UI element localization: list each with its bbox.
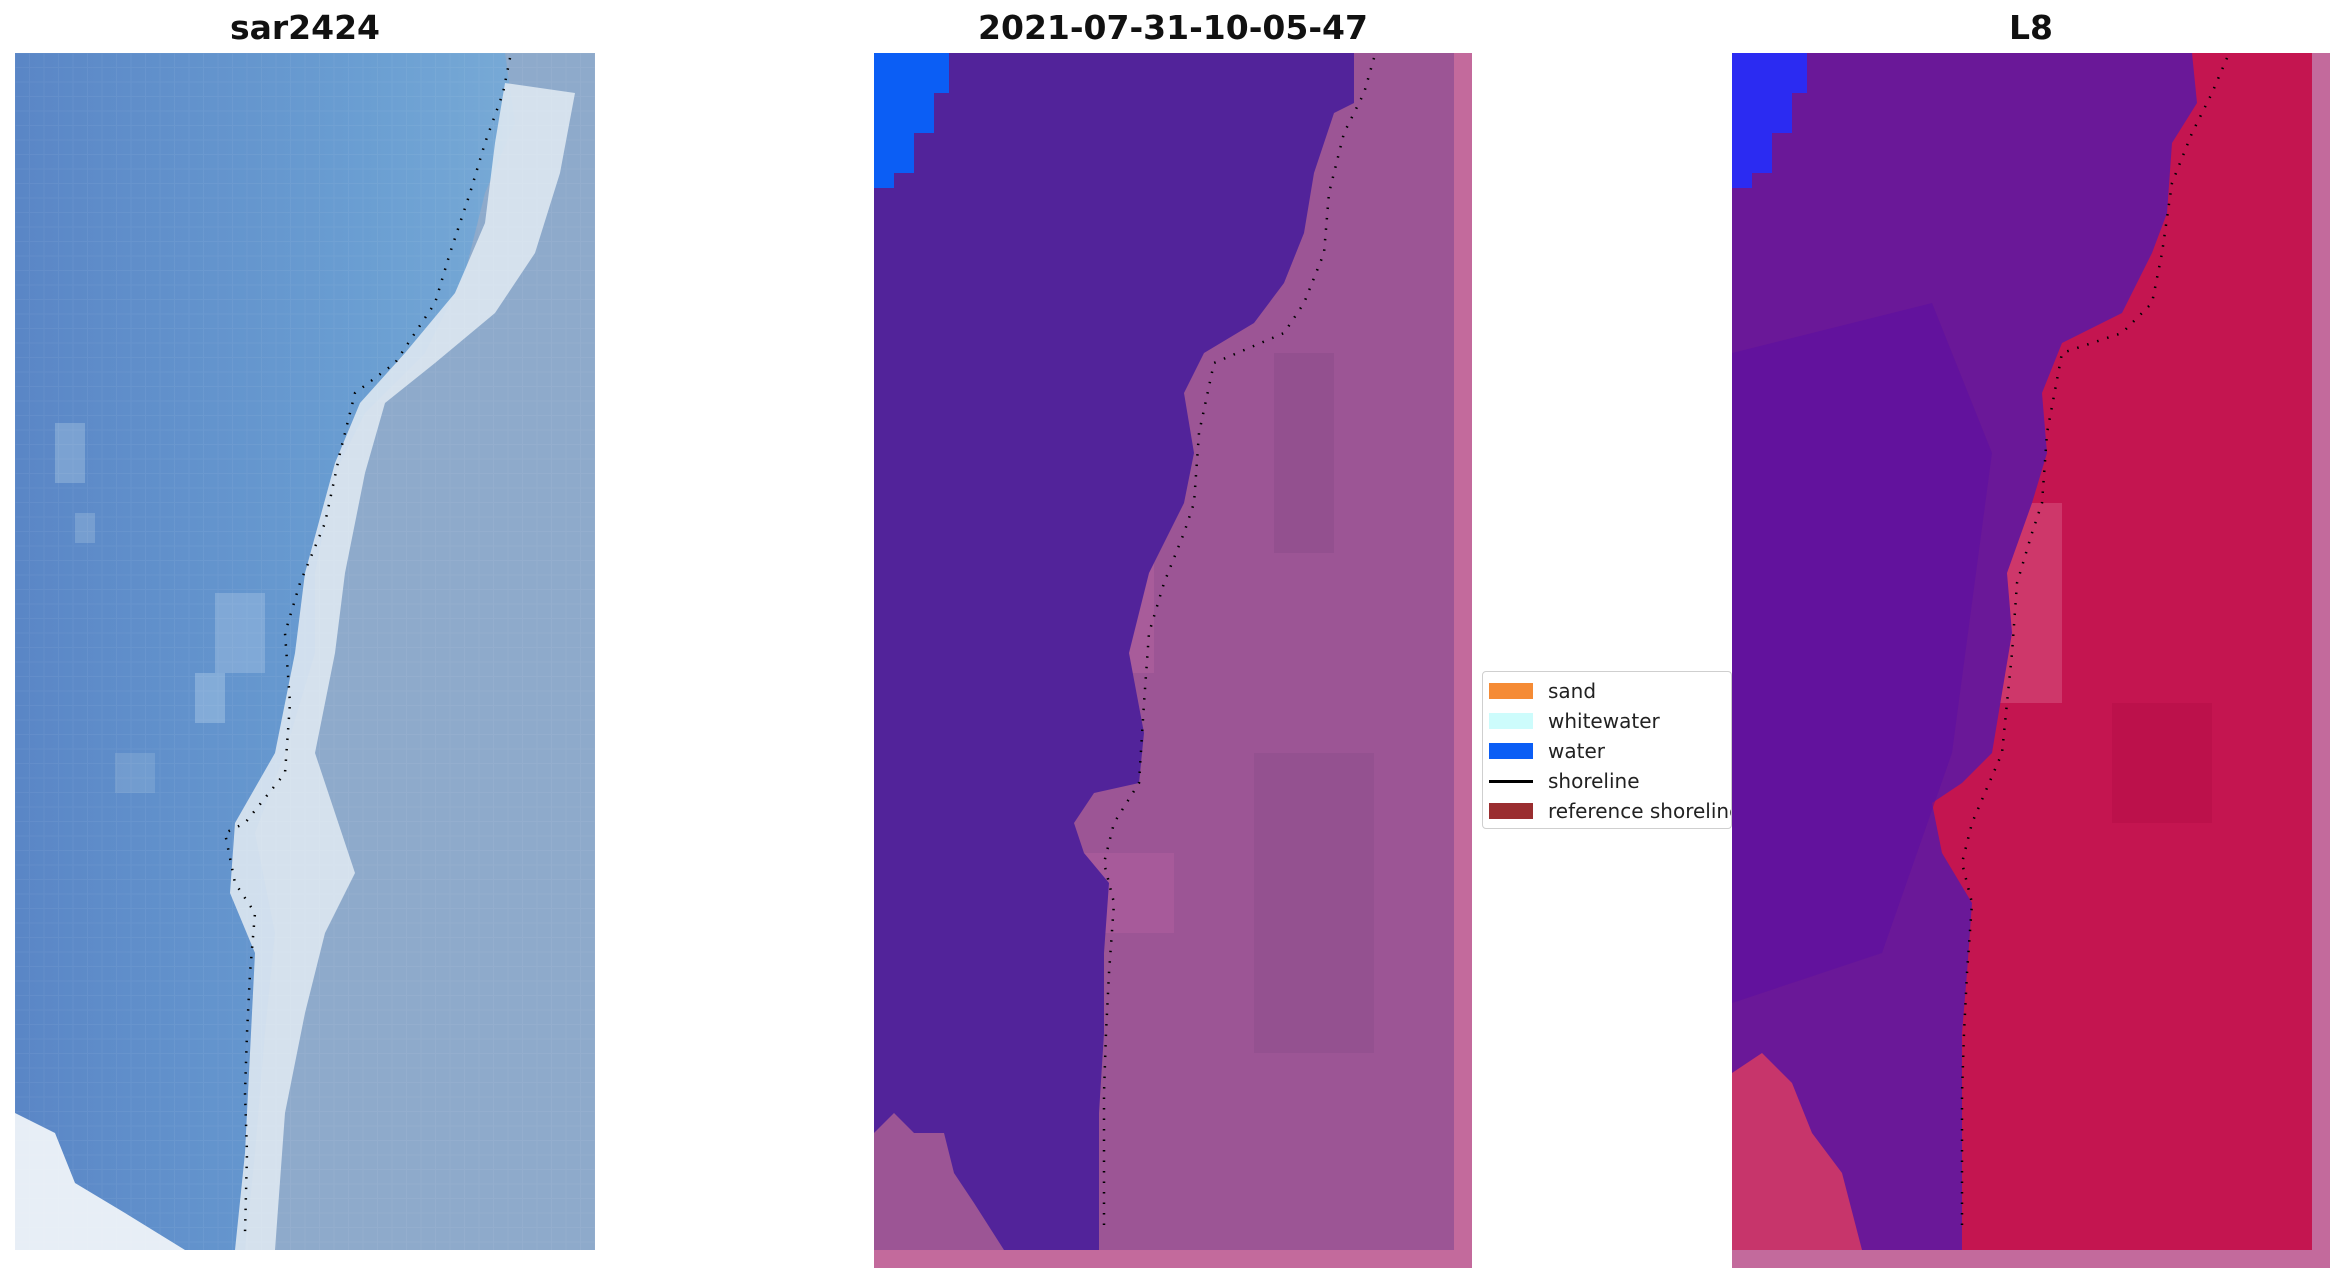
legend-line-shoreline xyxy=(1489,780,1533,783)
classified-shoreline xyxy=(1102,57,1376,1233)
legend-label-shoreline: shoreline xyxy=(1548,769,1640,793)
classified-blue-water xyxy=(874,53,949,188)
legend-item-shoreline: shoreline xyxy=(1483,767,1731,793)
l8-blue-water xyxy=(1732,53,1807,188)
legend-swatch-whitewater xyxy=(1489,713,1533,729)
l8-image-panel xyxy=(1732,53,2330,1268)
legend-item-reference-shoreline: reference shoreline xyxy=(1483,797,1732,823)
classified-water-area xyxy=(874,53,1354,1250)
panel-title-classified: 2021-07-31-10-05-47 xyxy=(978,8,1368,47)
classified-image xyxy=(874,53,1472,1268)
panel-title-l8: L8 xyxy=(2009,8,2053,47)
legend-item-whitewater: whitewater xyxy=(1483,707,1731,733)
l8-bottom-land xyxy=(1732,1053,1862,1250)
legend-label-sand: sand xyxy=(1548,679,1597,703)
legend-swatch-sand xyxy=(1489,683,1533,699)
legend-swatch-water xyxy=(1489,743,1533,759)
rgb-image-panel xyxy=(15,53,595,1250)
legend-item-sand: sand xyxy=(1483,677,1731,703)
legend-label-reference-shoreline: reference shoreline xyxy=(1548,799,1732,823)
legend-item-water: water xyxy=(1483,737,1731,763)
classified-image-panel xyxy=(874,53,1472,1268)
legend-swatch-reference-shoreline xyxy=(1489,803,1533,819)
panel-title-rgb: sar2424 xyxy=(229,8,381,47)
legend-label-whitewater: whitewater xyxy=(1548,709,1660,733)
legend-label-water: water xyxy=(1548,739,1605,763)
l8-image xyxy=(1732,53,2330,1268)
classified-bottom-land xyxy=(874,1113,1004,1250)
rgb-image xyxy=(15,53,595,1250)
legend: sand whitewater water shoreline referenc… xyxy=(1482,671,1732,829)
